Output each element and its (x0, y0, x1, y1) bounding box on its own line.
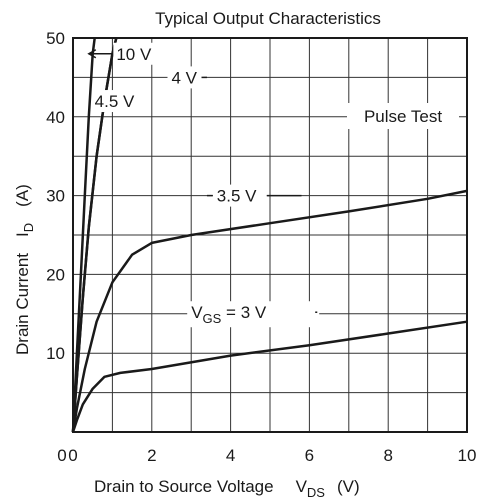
curve-labels: 10 V 4.5 V 4 V 3.5 V VGS = 3 V (87, 42, 320, 328)
x-tick-label: 2 (147, 446, 156, 465)
chart-title: Typical Output Characteristics (155, 9, 381, 28)
pulse-test-label: Pulse Test (364, 107, 442, 126)
x-axis-label-unit: (V) (337, 477, 360, 496)
x-tick-label: 8 (383, 446, 392, 465)
pulse-test-label-bg (347, 103, 459, 129)
series-line (71, 320, 468, 433)
curve-label: 3.5 V (217, 187, 257, 206)
curve-label-bg (212, 184, 267, 207)
y-tick-label: 30 (46, 187, 65, 206)
x-tick-label: 10 (458, 446, 477, 465)
y-tick-label: 40 (46, 108, 65, 127)
x-axis-label-text: Drain to Source Voltage (94, 477, 274, 496)
series-line (71, 37, 118, 433)
y-tick-label: 10 (46, 344, 65, 363)
curve-label-bg (187, 301, 320, 328)
plot-frame (72, 37, 468, 433)
curve-label: 10 V (116, 45, 152, 64)
y-axis-label-sub: D (21, 223, 36, 232)
y-axis-label-symbol: I (13, 232, 32, 237)
x-tick-label: 0 (68, 446, 77, 465)
y-tick-label: 50 (46, 29, 65, 48)
curve-label: 4.5 V (95, 92, 135, 111)
x-axis-label-sub: DS (307, 485, 325, 500)
grid (73, 38, 467, 432)
curve-label-bg (92, 90, 145, 113)
y-axis-label-unit: (A) (13, 184, 32, 207)
y-axis-label-text: Drain Current (13, 253, 32, 355)
curve-label-bg (167, 66, 204, 89)
x-axis-label: Drain to Source Voltage VDS (V) (94, 477, 360, 500)
curve-label: VGS = 3 V (191, 303, 267, 326)
leader-arrow (87, 49, 97, 59)
y-tick-label: 20 (46, 265, 65, 284)
y-tick-labels: 10 20 30 40 50 (46, 29, 65, 363)
x-tick-labels: 0 2 4 6 8 10 0 (57, 446, 476, 465)
x-axis-label-symbol: V (296, 477, 308, 496)
axes (72, 37, 468, 433)
x-tick-label: 4 (226, 446, 235, 465)
y-axis-label: Drain Current ID (A) (13, 184, 36, 355)
origin-tick-label: 0 (57, 446, 66, 465)
series-line (71, 189, 468, 433)
curve-label: 4 V (172, 68, 198, 87)
curve-label-bg (113, 42, 159, 65)
x-tick-label: 6 (305, 446, 314, 465)
